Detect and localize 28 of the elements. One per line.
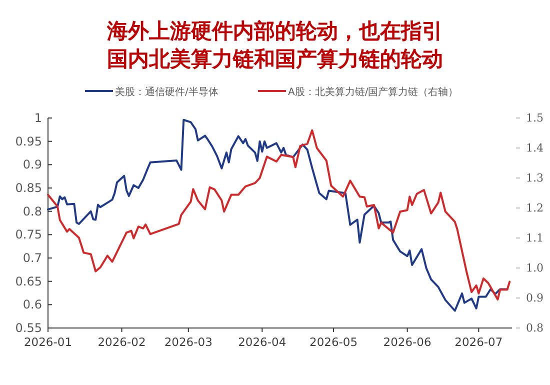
x-tick-label: 2026-07 xyxy=(454,335,503,349)
chart-title: 海外上游硬件内部的轮动，也在指引国内北美算力链和国产算力链的轮动 xyxy=(106,19,443,71)
x-tick-label: 2026-04 xyxy=(238,335,286,349)
y2-tick-label: 1.4 xyxy=(526,142,544,154)
y-tick-label: 0.95 xyxy=(15,134,42,148)
x-tick-label: 2026-06 xyxy=(383,335,432,349)
y2-tick-label: 1.2 xyxy=(526,202,544,214)
y2-tick-label: 0.9 xyxy=(526,292,544,304)
y2-tick-label: 1.1 xyxy=(526,232,544,244)
y-tick-label: 0.7 xyxy=(22,251,42,265)
y-tick-label: 0.85 xyxy=(15,181,42,195)
x-tick-label: 2026-02 xyxy=(98,335,146,349)
y2-tick-label: 0.8 xyxy=(526,322,544,334)
y-tick-label: 1 xyxy=(34,111,42,125)
y-tick-label: 0.9 xyxy=(22,158,42,172)
y-tick-label: 0.65 xyxy=(15,274,42,288)
y-tick-label: 0.75 xyxy=(15,228,42,242)
x-tick-label: 2026-01 xyxy=(24,335,72,349)
y-tick-label: 0.6 xyxy=(22,298,42,312)
legend-label: 美股：通信硬件/半导体 xyxy=(115,86,218,98)
y2-tick-label: 1.5 xyxy=(526,112,544,124)
legend-label: A股：北美算力链/国产算力链（右轴） xyxy=(288,86,458,98)
y-tick-label: 0.8 xyxy=(22,204,42,218)
y-tick-label: 0.55 xyxy=(15,321,42,335)
x-tick-label: 2026-05 xyxy=(310,335,358,349)
y2-tick-label: 1.0 xyxy=(526,262,544,274)
x-tick-label: 2026-03 xyxy=(164,335,212,349)
y2-tick-label: 1.3 xyxy=(526,172,544,184)
